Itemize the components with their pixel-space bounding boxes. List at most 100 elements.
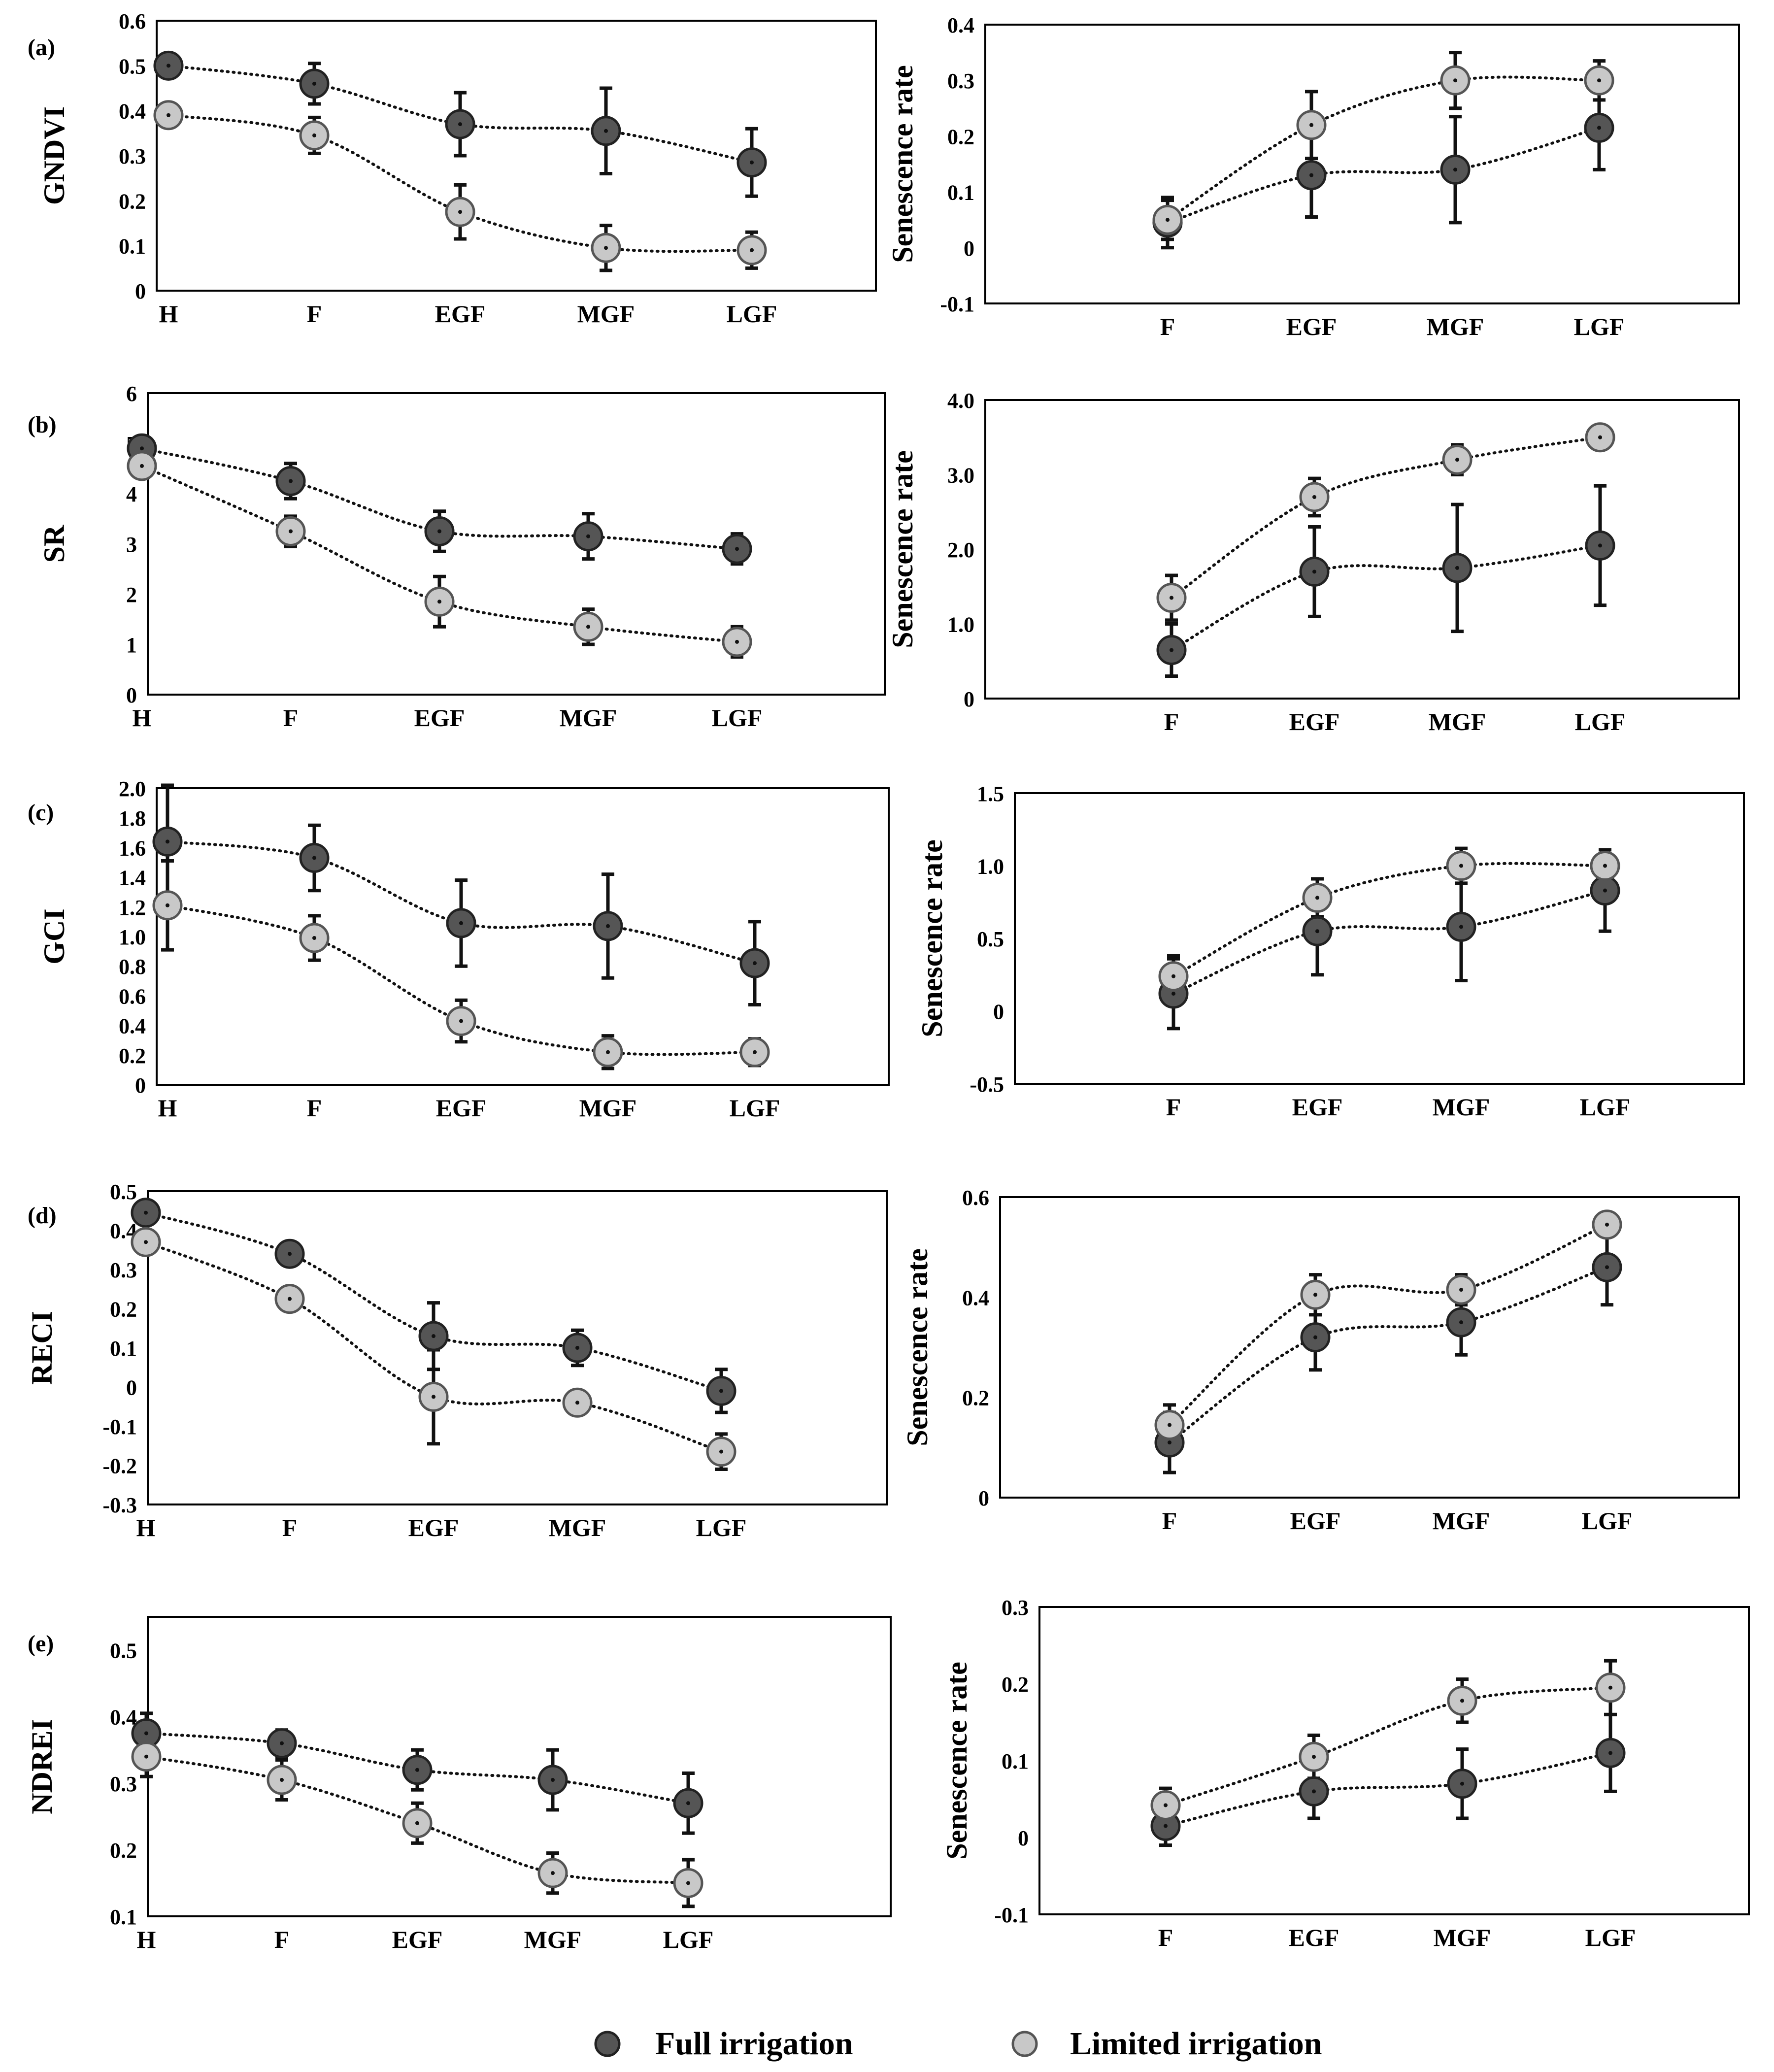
panel-label: (a) — [28, 34, 55, 61]
panel-label: (c) — [28, 800, 54, 826]
data-point-center-full — [1608, 1751, 1612, 1755]
legend-limited-marker — [1011, 2031, 1038, 2057]
y-tick-label: 0.1 — [947, 181, 974, 205]
y-tick-label: 0 — [964, 687, 974, 711]
y-tick-label: 1.0 — [977, 855, 1004, 879]
plot-frame — [984, 399, 1740, 700]
plot-frame — [1014, 792, 1745, 1085]
trend-line-full — [1170, 544, 1602, 652]
y-axis-label: GNDVI — [38, 106, 70, 205]
data-point-center-limited — [312, 936, 316, 940]
y-tick-label: 3.0 — [947, 464, 974, 488]
data-point-center-limited — [586, 625, 590, 629]
y-tick-label: 0.2 — [119, 189, 146, 213]
y-tick-label: 0.3 — [947, 69, 974, 93]
y-tick-label: 0 — [135, 1073, 146, 1098]
data-point-center-limited — [686, 1881, 690, 1885]
chart-a-index: 0 0.1 0.2 0.3 0.4 0.5 0.6 H F EGF MGF LGF GNDVI (a) — [28, 9, 877, 328]
data-point-center-limited — [753, 1050, 757, 1054]
data-point-center-limited — [437, 600, 441, 604]
x-tick-label: F — [282, 1514, 298, 1541]
data-point-center-full — [1312, 1789, 1316, 1794]
x-tick-label: EGF — [1289, 708, 1340, 735]
x-tick-label: LGF — [712, 704, 763, 732]
data-point-center-limited — [1166, 218, 1170, 222]
x-tick-label: LGF — [1585, 1924, 1636, 1951]
data-point-center-full — [1460, 1781, 1464, 1786]
data-point-center-full — [686, 1801, 690, 1805]
data-point-center-full — [144, 1210, 148, 1215]
x-tick-label: LGF — [1574, 313, 1625, 340]
data-point-center-full — [458, 122, 462, 127]
data-point-center-limited — [1608, 1685, 1612, 1690]
data-point-center-limited — [1312, 495, 1316, 499]
y-axis-label: Senescence rate — [916, 839, 948, 1037]
data-point-center-full — [140, 446, 144, 451]
data-point-center-limited — [1168, 1423, 1172, 1427]
y-tick-label: 0.2 — [110, 1838, 137, 1863]
data-point-center-limited — [459, 1019, 463, 1023]
x-tick-label: F — [307, 1094, 322, 1122]
y-axis-label: RECI — [26, 1311, 58, 1385]
y-tick-label: 0 — [993, 1000, 1004, 1024]
data-point-center-full — [166, 839, 169, 844]
y-tick-label: 0.1 — [110, 1337, 137, 1361]
data-point-center-full — [288, 1252, 292, 1256]
plot-frame — [147, 1616, 892, 1917]
trend-line-limited — [1172, 862, 1607, 978]
data-point-center-limited — [432, 1395, 435, 1399]
data-point-center-limited — [1460, 1699, 1464, 1703]
y-tick-label: 0.3 — [1002, 1596, 1029, 1620]
data-point-center-full — [1172, 992, 1175, 996]
data-point-center-limited — [1603, 864, 1607, 868]
x-tick-label: LGF — [663, 1926, 714, 1953]
y-tick-label: 0.2 — [119, 1044, 146, 1068]
x-tick-label: F — [1158, 1924, 1173, 1951]
y-tick-label: 0.1 — [119, 234, 146, 259]
y-tick-label: 0.4 — [110, 1705, 137, 1730]
data-point-center-limited — [166, 903, 169, 907]
data-point-center-full — [606, 924, 610, 928]
data-point-center-limited — [1459, 864, 1463, 868]
y-tick-label: -0.1 — [994, 1903, 1029, 1927]
x-tick-label: EGF — [408, 1514, 459, 1541]
x-tick-label: MGF — [579, 1094, 637, 1122]
x-tick-label: MGF — [577, 300, 635, 328]
y-tick-label: 3 — [126, 533, 137, 557]
data-point-center-limited — [719, 1449, 723, 1454]
y-tick-label: 2 — [126, 583, 137, 607]
chart-b-index: 0123456HFEGFMGFLGFSR(b) — [28, 382, 886, 732]
data-point-center-limited — [1455, 458, 1459, 462]
data-point-center-limited — [167, 113, 170, 117]
y-tick-label: 0 — [964, 236, 974, 261]
x-tick-label: F — [283, 704, 299, 732]
x-tick-label: EGF — [436, 1094, 487, 1122]
data-point-center-limited — [575, 1401, 579, 1405]
plot-frame — [147, 392, 886, 696]
data-point-center-full — [1453, 167, 1457, 172]
x-tick-label: EGF — [414, 704, 465, 732]
y-axis-label: GCI — [38, 908, 70, 964]
plot-frame — [156, 20, 877, 292]
data-point-center-full — [1313, 1335, 1317, 1339]
data-point-center-full — [289, 479, 293, 483]
y-tick-label: 1.6 — [119, 836, 146, 860]
x-tick-label: H — [133, 704, 152, 732]
y-tick-label: 1 — [126, 633, 137, 657]
data-point-center-limited — [144, 1240, 148, 1244]
chart-c-index: 0 0.2 0.4 0.6 0.8 1.0 1.2 1.4 1.6 1.8 2.0 H F EGF MGF L… — [28, 777, 890, 1122]
data-point-center-limited — [312, 133, 316, 137]
data-point-center-full — [1309, 173, 1313, 177]
data-point-center-full — [1459, 1320, 1463, 1325]
x-tick-label: MGF — [1433, 1093, 1490, 1121]
y-tick-label: 1.4 — [119, 866, 146, 890]
y-tick-label: 1.2 — [119, 896, 146, 920]
legend-full-marker — [594, 2031, 621, 2057]
panel-label: (e) — [28, 1631, 54, 1657]
trend-line-full — [1168, 1266, 1608, 1444]
y-tick-label: 0.5 — [110, 1180, 137, 1204]
plot-frame — [147, 1190, 888, 1505]
y-axis-label: Senescence rate — [886, 450, 919, 648]
data-point-center-full — [459, 921, 463, 925]
